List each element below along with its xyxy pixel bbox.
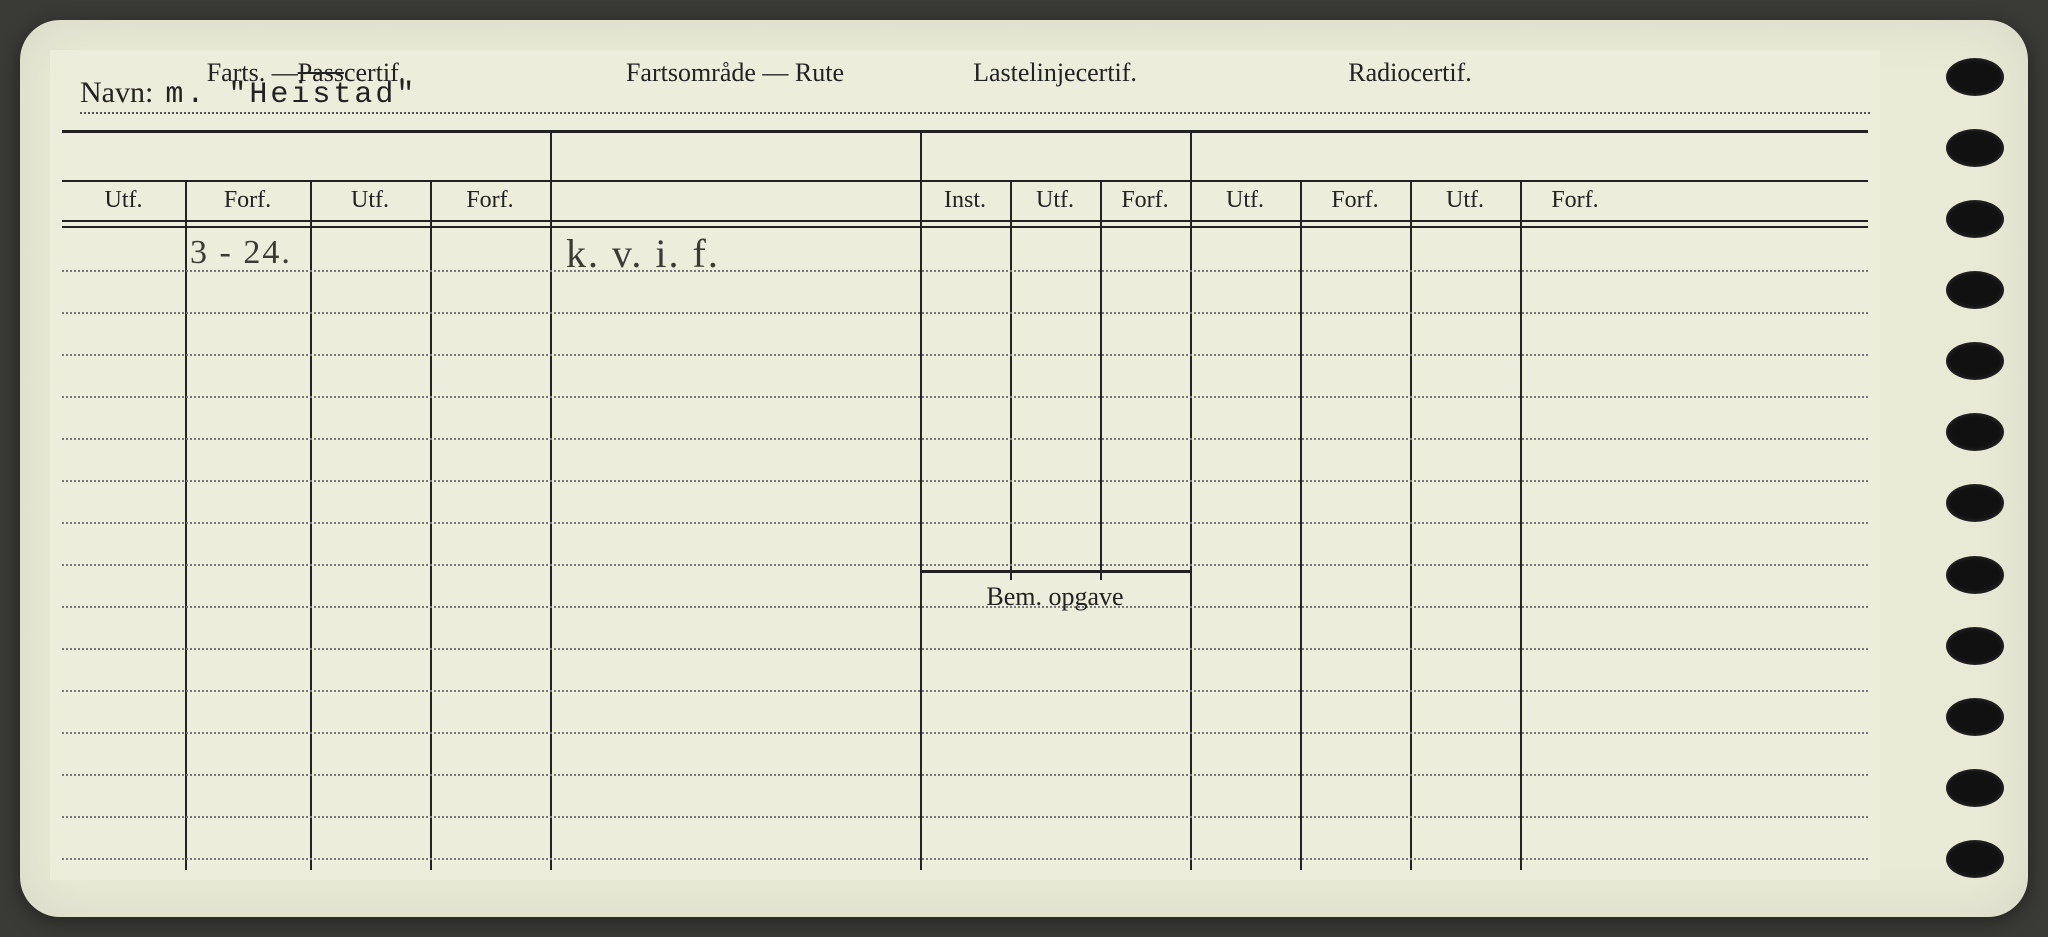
body-row [62,396,1868,398]
sub-forf-3: Forf. [1100,182,1190,218]
scan-page: Navn: m. "Heistad" Farts. — Pass certif.… [20,20,2028,917]
punch-hole [1946,200,2004,238]
farts-label-strike: Pass [298,58,344,88]
farts-label-post: certif. [344,58,405,88]
sub-utf-4: Utf. [1190,182,1300,218]
farts-label-pre: Farts. — [207,58,298,88]
body-row [62,522,1868,524]
sub-utf-1: Utf. [62,182,185,218]
group-fartsomrade: Fartsområde — Rute [550,50,920,96]
index-card: Navn: m. "Heistad" Farts. — Pass certif.… [50,50,1880,880]
body-row [62,354,1868,356]
group-radio: Radiocertif. [1190,50,1630,96]
body-row [62,648,1868,650]
punch-hole [1946,769,2004,807]
rows-area [62,232,1868,870]
punch-hole [1946,58,2004,96]
sub-inst: Inst. [920,182,1010,218]
punch-hole [1946,342,2004,380]
punch-holes [1946,58,2006,878]
body-row [62,732,1868,734]
rule-sub2a [62,220,1868,222]
rule-sub2b [62,226,1868,228]
punch-hole [1946,484,2004,522]
punch-hole [1946,627,2004,665]
body-row [62,564,1868,566]
group-farts: Farts. — Pass certif. [62,50,550,96]
punch-hole [1946,556,2004,594]
sub-forf-2: Forf. [430,182,550,218]
punch-hole [1946,698,2004,736]
hand-rute-1: k. v. i. f. [566,230,720,277]
sub-utf-3: Utf. [1010,182,1100,218]
body-row [62,438,1868,440]
body-row [62,690,1868,692]
hand-forf-1: 3 - 24. [190,234,292,272]
group-lastelinje: Lastelinjecertif. [920,50,1190,96]
sub-utf-5: Utf. [1410,182,1520,218]
sub-forf-5: Forf. [1520,182,1630,218]
body-row [62,858,1868,860]
body-row [62,270,1868,272]
bem-label: Bem. opgave [920,578,1190,616]
punch-hole [1946,271,2004,309]
punch-hole [1946,129,2004,167]
sub-utf-2: Utf. [310,182,430,218]
sub-forf-4: Forf. [1300,182,1410,218]
body-row [62,774,1868,776]
body-row [62,480,1868,482]
punch-hole [1946,840,2004,878]
body-row [62,312,1868,314]
rule-top [62,130,1868,133]
bem-rule [920,570,1190,573]
punch-hole [1946,413,2004,451]
navn-underline [80,112,1870,114]
body-row [62,816,1868,818]
sub-forf-1: Forf. [185,182,310,218]
